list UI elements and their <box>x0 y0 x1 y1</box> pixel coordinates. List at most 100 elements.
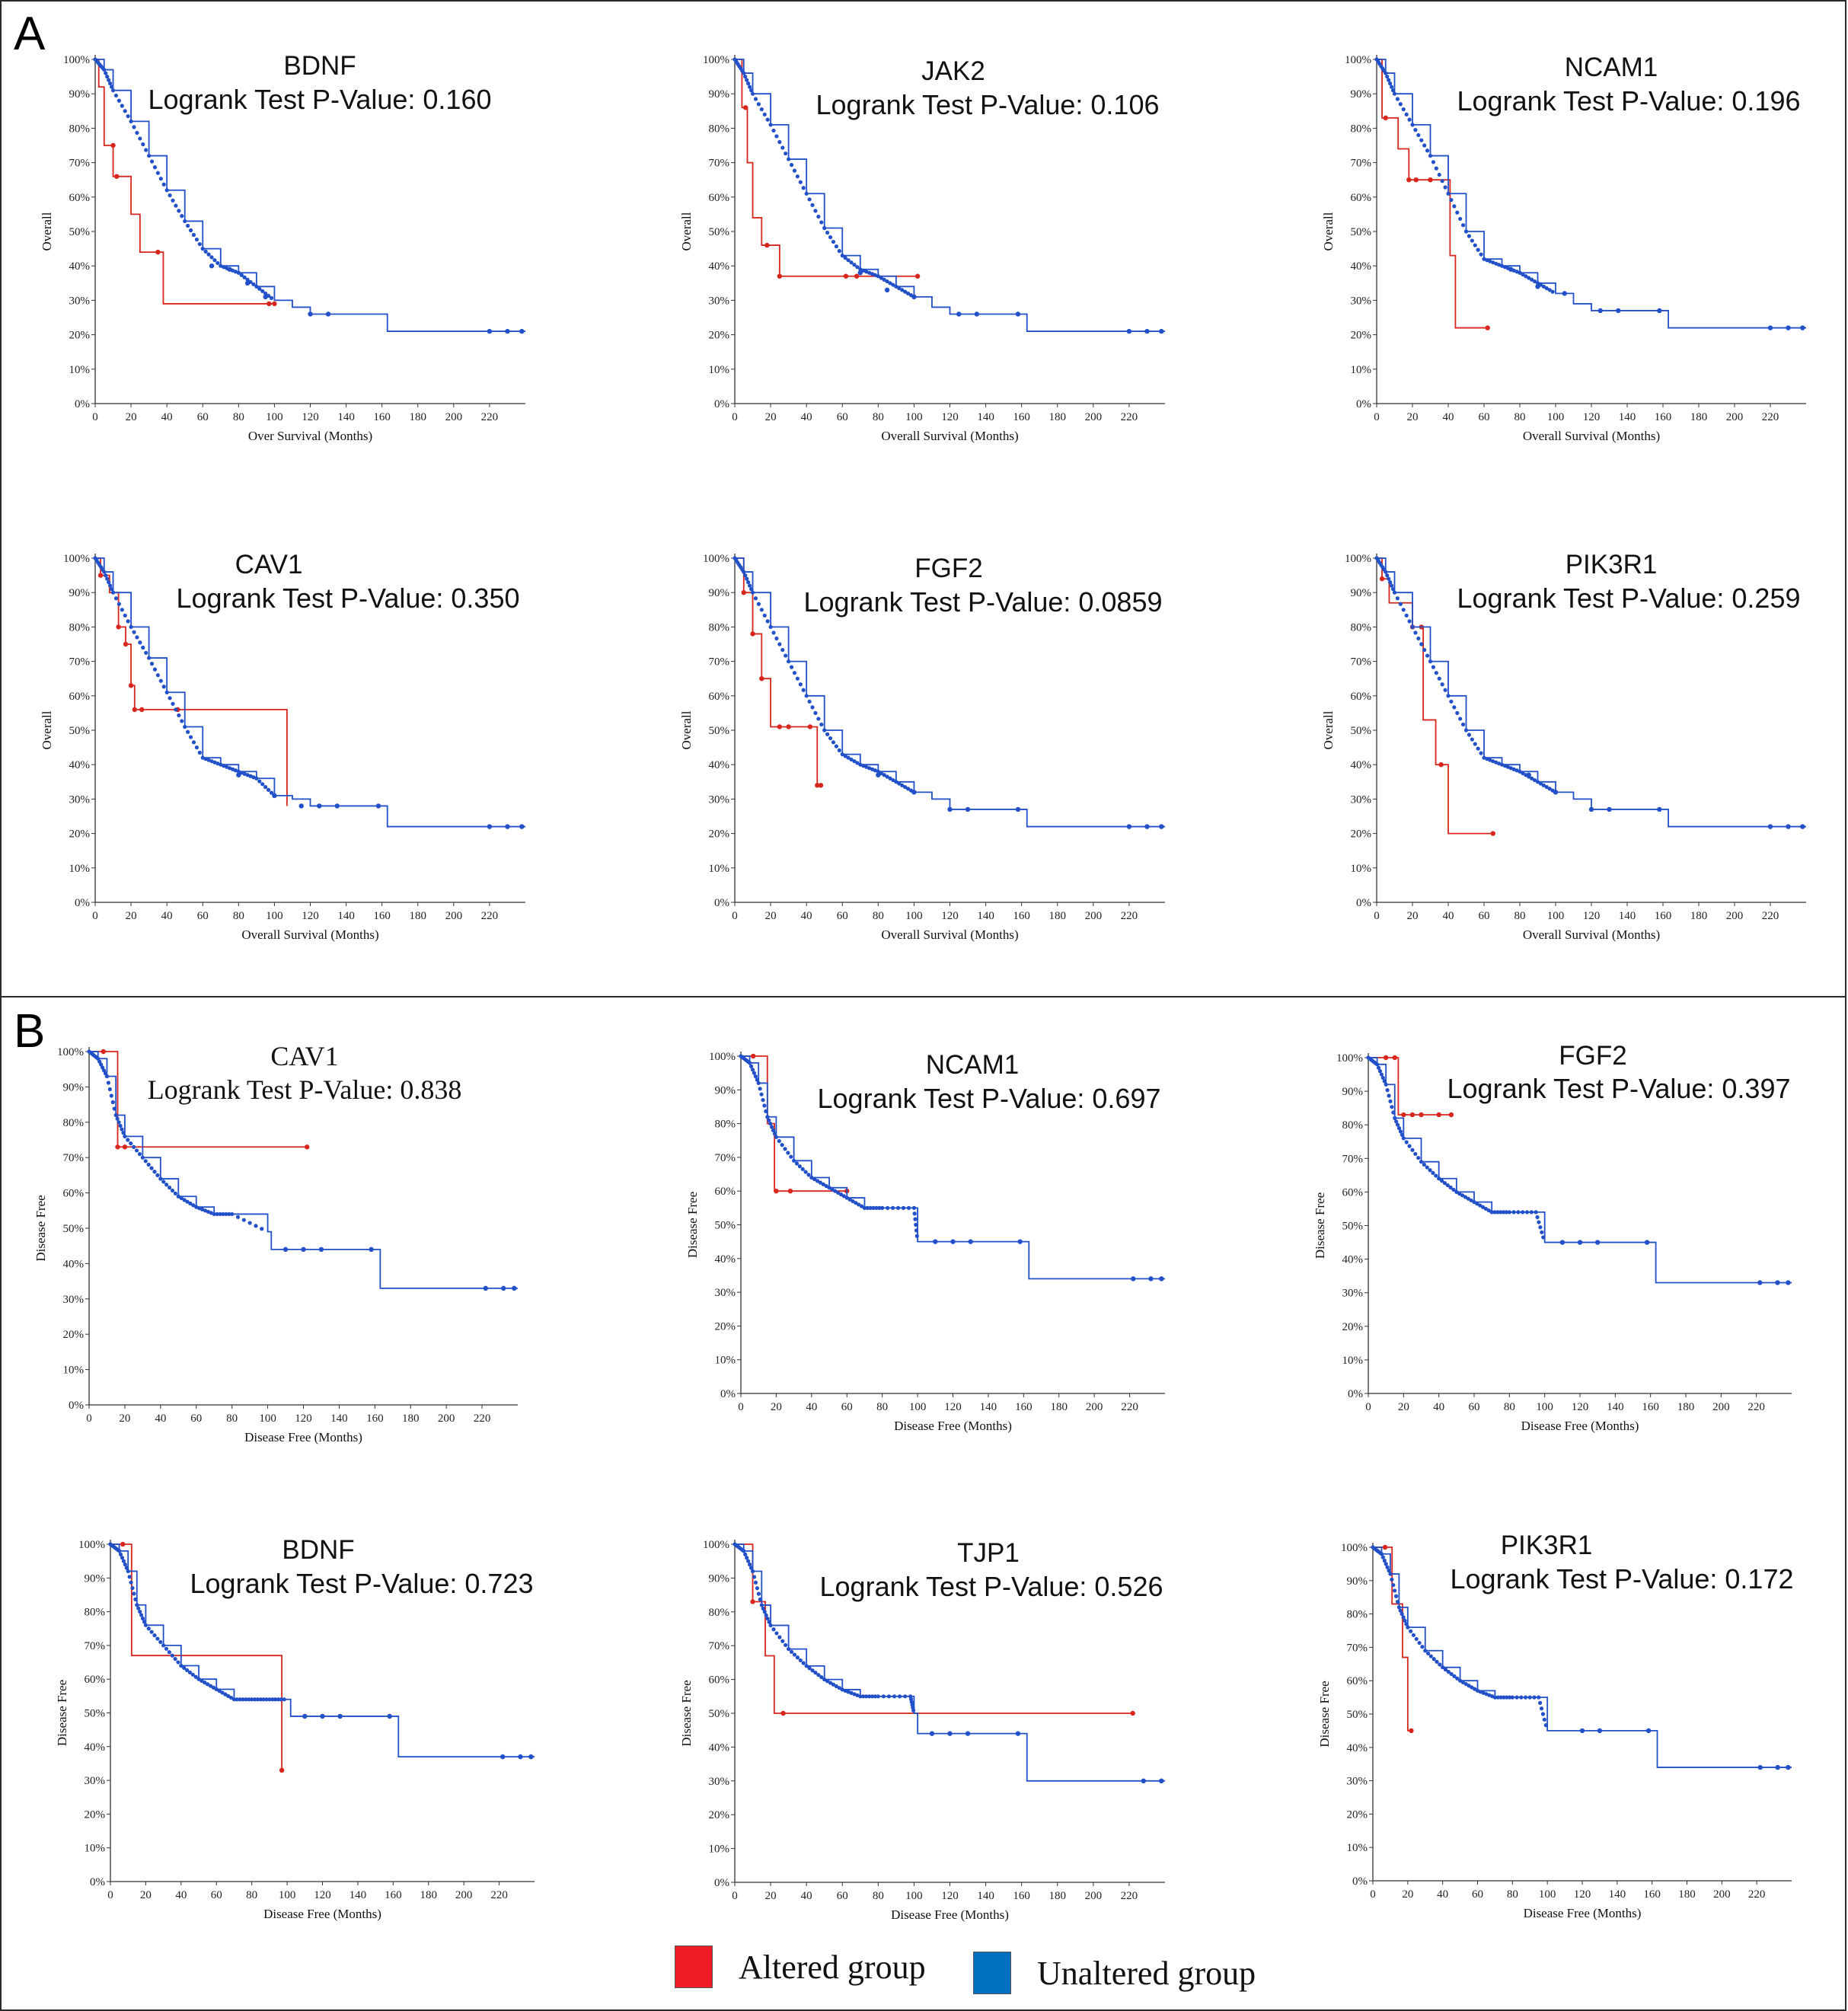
unaltered-censor-mark <box>257 779 262 784</box>
unaltered-censor-mark <box>187 1670 193 1674</box>
unaltered-censor-mark <box>132 630 136 634</box>
unaltered-censor-mark <box>830 1187 835 1192</box>
y-tick-label: 90% <box>69 587 91 599</box>
unaltered-censor-mark <box>1144 328 1150 334</box>
altered-censor-mark <box>123 641 129 647</box>
unaltered-censor-mark <box>1442 1181 1447 1186</box>
unaltered-censor-mark <box>1416 636 1421 641</box>
y-tick-label: 90% <box>715 1084 736 1096</box>
unaltered-censor-mark <box>1499 1210 1503 1215</box>
x-tick-label: 100 <box>1539 1888 1556 1901</box>
unaltered-censor-mark <box>282 1697 286 1702</box>
unaltered-censor-mark <box>177 209 181 213</box>
x-tick-label: 80 <box>1514 411 1526 423</box>
x-tick-label: 60 <box>1472 1888 1483 1901</box>
unaltered-censor-mark <box>104 1074 110 1079</box>
y-tick-label: 100% <box>57 1046 84 1058</box>
unaltered-censor-mark <box>143 1623 148 1627</box>
unaltered-censor-mark <box>905 787 911 791</box>
unaltered-censor-mark <box>149 1630 154 1634</box>
unaltered-censor-mark <box>118 1552 123 1556</box>
unaltered-censor-mark <box>171 198 175 203</box>
unaltered-censor-mark <box>770 1125 774 1129</box>
unaltered-censor-mark <box>519 824 525 829</box>
unaltered-censor-mark <box>1390 587 1396 592</box>
unaltered-censor-mark <box>1467 733 1472 737</box>
unaltered-censor-mark <box>855 265 860 270</box>
y-tick-label: 20% <box>709 828 730 841</box>
unaltered-censor-mark <box>1499 762 1505 767</box>
altered-censor-mark <box>1490 831 1495 836</box>
unaltered-censor-mark <box>1559 1240 1566 1245</box>
y-tick-label: 60% <box>1351 192 1372 204</box>
unaltered-censor-mark <box>206 1682 210 1687</box>
altered-censor-mark <box>742 105 748 110</box>
x-tick-label: 200 <box>1712 1401 1730 1413</box>
unaltered-censor-mark <box>843 256 847 260</box>
altered-censor-mark <box>815 783 820 788</box>
unaltered-curve <box>1373 1547 1792 1768</box>
unaltered-censor-mark <box>1431 665 1436 669</box>
unaltered-censor-mark <box>746 1559 751 1563</box>
y-tick-label: 70% <box>63 1152 85 1164</box>
unaltered-censor-mark <box>882 277 886 282</box>
unaltered-censor-mark <box>1400 1132 1405 1138</box>
unaltered-curve <box>95 557 525 828</box>
unaltered-censor-mark <box>136 1606 141 1610</box>
y-axis-title: Disease Free <box>1317 1681 1332 1747</box>
unaltered-censor-mark <box>873 1694 878 1699</box>
unaltered-censor-mark <box>804 1664 809 1668</box>
unaltered-censor-mark <box>795 1655 800 1660</box>
unaltered-censor-mark <box>1404 112 1409 117</box>
unaltered-censor-mark <box>1544 784 1549 790</box>
y-tick-label: 80% <box>63 1117 85 1129</box>
y-tick-label: 30% <box>709 295 730 307</box>
unaltered-censor-mark <box>161 1643 166 1648</box>
x-axis-title: Disease Free (Months) <box>1524 1906 1642 1920</box>
x-tick-label: 160 <box>1655 411 1672 423</box>
x-tick-label: 140 <box>349 1889 367 1901</box>
altered-censor-mark <box>1379 576 1385 582</box>
gene-title: FGF2 <box>914 554 982 583</box>
unaltered-censor-mark <box>1419 138 1424 142</box>
y-tick-label: 10% <box>63 1365 85 1377</box>
unaltered-censor-mark <box>816 214 821 219</box>
chart-b-pik3r1: 0% 10% 20% 30% 40% 50% 60% 70% 80% 90% 100% 0 20 40 60… <box>1317 1531 1793 1920</box>
unaltered-censor-mark <box>780 647 785 653</box>
x-tick-label: 220 <box>1747 1401 1765 1413</box>
x-tick-label: 140 <box>980 1401 997 1413</box>
unaltered-censor-mark <box>254 1224 258 1228</box>
altered-censor-mark <box>120 1541 126 1547</box>
unaltered-censor-mark <box>852 1692 857 1697</box>
unaltered-censor-mark <box>158 1639 163 1645</box>
unaltered-censor-mark <box>528 1754 534 1760</box>
y-tick-label: 100% <box>709 1051 736 1063</box>
unaltered-censor-mark <box>1491 759 1495 764</box>
unaltered-censor-mark <box>807 699 812 704</box>
x-tick-label: 220 <box>1762 411 1779 423</box>
x-tick-label: 80 <box>876 1401 888 1413</box>
unaltered-censor-mark <box>840 254 844 258</box>
unaltered-censor-mark <box>129 624 133 630</box>
unaltered-censor-mark <box>1540 1230 1544 1234</box>
unaltered-censor-mark <box>1467 234 1472 238</box>
unaltered-censor-mark <box>1488 259 1492 263</box>
unaltered-censor-mark <box>1431 1657 1436 1661</box>
unaltered-censor-mark <box>1407 1144 1412 1148</box>
panel-a-label: A <box>14 8 46 60</box>
x-tick-label: 80 <box>873 411 884 423</box>
unaltered-censor-mark <box>1473 1687 1477 1691</box>
y-tick-label: 90% <box>85 1572 106 1585</box>
y-tick-label: 20% <box>709 1809 730 1821</box>
unaltered-censor-mark <box>1390 88 1396 93</box>
unaltered-censor-mark <box>1597 1728 1603 1734</box>
unaltered-censor-mark <box>104 573 108 578</box>
unaltered-censor-mark <box>206 252 211 257</box>
unaltered-censor-mark <box>1409 1629 1413 1633</box>
y-axis-title: Disease Free <box>34 1195 48 1261</box>
x-tick-label: 160 <box>1013 910 1030 922</box>
y-tick-label: 80% <box>1347 1609 1368 1621</box>
unaltered-censor-mark <box>888 776 892 780</box>
unaltered-censor-mark <box>968 1239 973 1244</box>
unaltered-censor-mark <box>225 764 229 769</box>
